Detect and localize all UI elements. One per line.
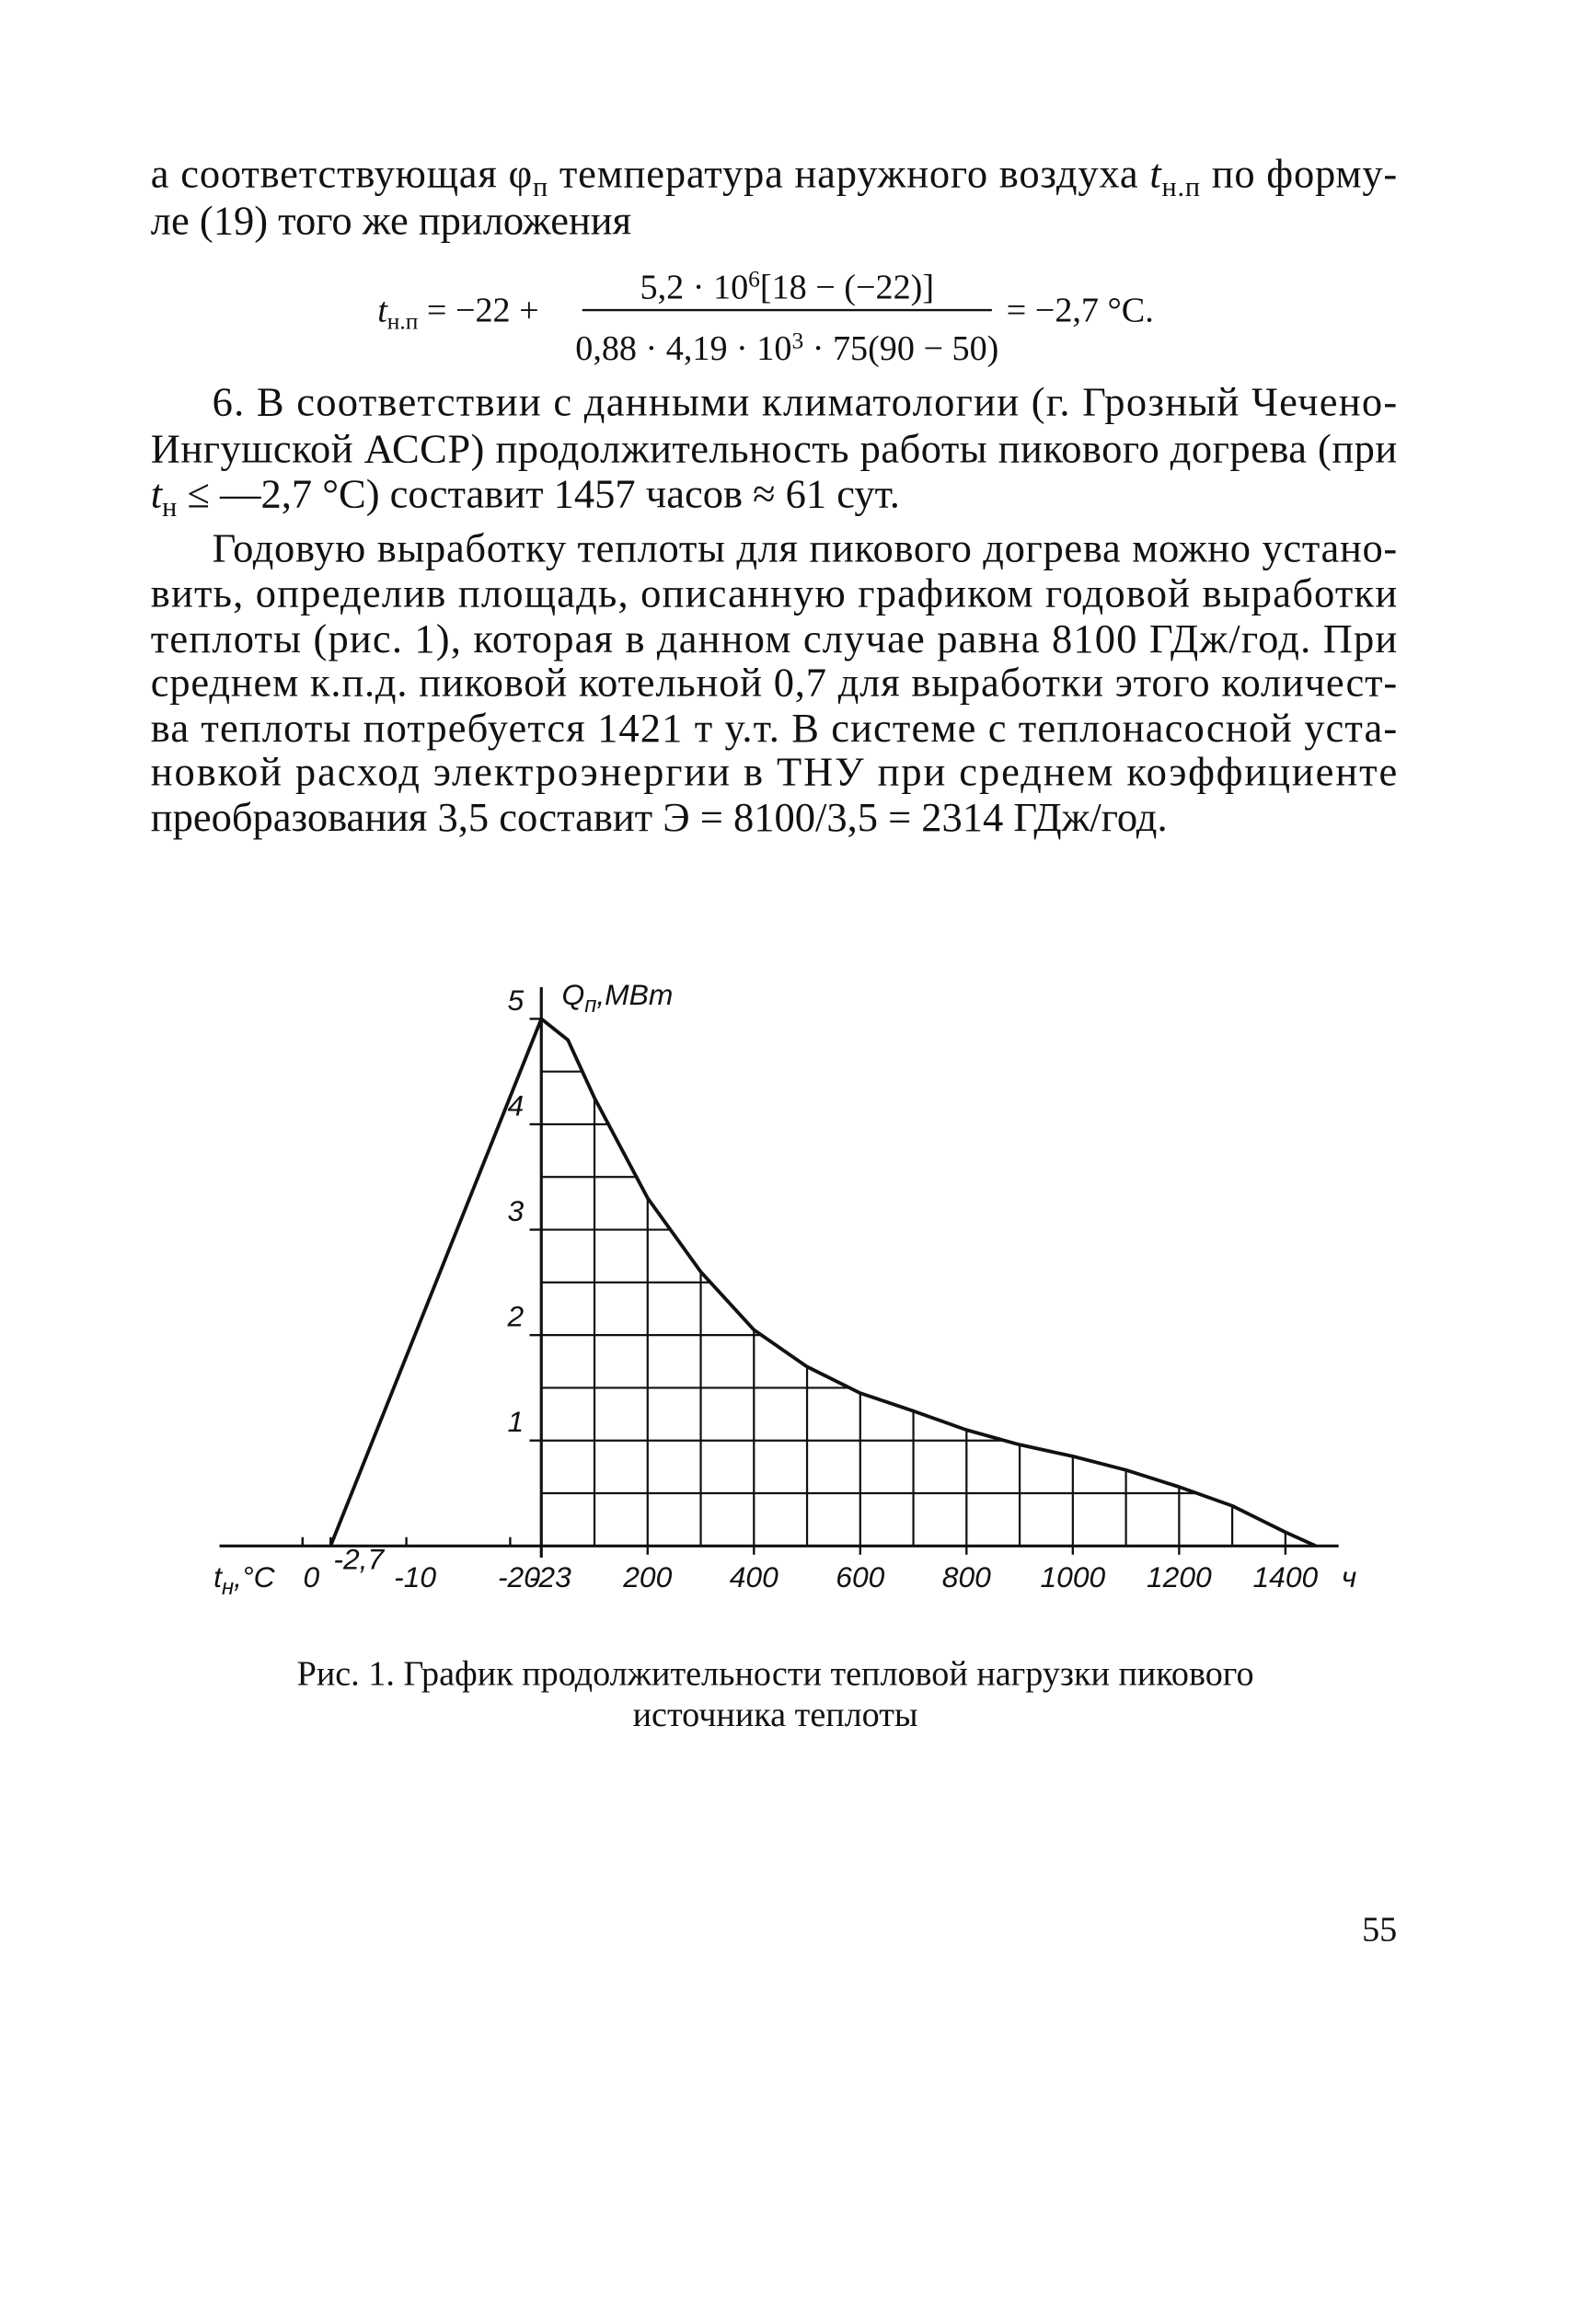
label-part: н — [222, 1575, 234, 1600]
x-tick-label: 1000 — [1040, 1560, 1105, 1593]
label-part: п — [584, 993, 596, 1018]
subscript: п — [533, 171, 548, 202]
label-part: t — [213, 1560, 223, 1593]
formula-denominator: 0,88 · 4,19 · 103 · 75(90 − 50) — [575, 327, 998, 368]
text-line: вить, определив площадь, описанную графи… — [151, 570, 1397, 616]
x2-tick-label: -2,7 — [333, 1543, 385, 1576]
subscript: н.п — [1162, 171, 1200, 202]
subscript: н — [162, 491, 177, 523]
variable: t — [1149, 150, 1162, 196]
x2-tick-label: -20 — [498, 1560, 540, 1593]
text-line: 6. В соответствии с данными климатологии… — [213, 378, 1398, 424]
x-tick-label: 1200 — [1147, 1560, 1212, 1593]
text-line: среднем к.п.д. пиковой котельной 0,7 для… — [151, 660, 1397, 706]
x-tick-label: 800 — [942, 1560, 991, 1593]
text-line: теплоты (рис. 1), которая в данном случа… — [151, 616, 1397, 662]
superscript: 6 — [748, 266, 760, 293]
text: а соответствующая φ — [151, 150, 532, 196]
curve — [329, 1018, 544, 1547]
x2-tick-label: -23 — [529, 1560, 571, 1593]
variable: t — [151, 471, 164, 517]
x-axis-unit: ч — [1342, 1560, 1356, 1593]
formula-rhs: = −2,7 °C. — [1007, 292, 1154, 330]
text: 5,2 · 10 — [640, 268, 749, 306]
y-tick-label: 5 — [507, 984, 524, 1017]
text-line: tн ≤ —2,7 °C) составит 1457 часов ≈ 61 с… — [151, 471, 900, 523]
caption-line: источника теплоты — [633, 1696, 918, 1734]
y-tick-label: 2 — [506, 1300, 524, 1333]
y-tick-label: 3 — [507, 1194, 524, 1227]
text-line: а соответствующая φп температура наружно… — [151, 150, 1397, 202]
text: 6. В соответствии с данными климатологии… — [213, 378, 1398, 424]
formula-numerator: 5,2 · 106[18 − (−22)] — [640, 266, 935, 307]
caption-line: Рис. 1. График продолжительности теплово… — [297, 1654, 1254, 1693]
label-part: Q — [562, 978, 585, 1011]
text: = −22 + — [418, 292, 538, 330]
page-number: 55 — [1362, 1911, 1397, 1950]
text-line: Годовую выработку теплоты для пикового д… — [213, 524, 1398, 570]
y-axis-label: Qп,МВт — [562, 978, 674, 1018]
variable: t — [377, 292, 388, 330]
x-tick-label: 400 — [730, 1560, 778, 1593]
label-part: ,МВт — [596, 978, 673, 1011]
x2-tick-label: -10 — [394, 1560, 436, 1593]
curve — [540, 1017, 1317, 1548]
y-tick-label: 1 — [507, 1405, 524, 1438]
text-line: новкой расход электроэнергии в ТНУ при с… — [151, 749, 1397, 795]
text: ле (19) того же приложения — [151, 197, 631, 243]
text: · 75(90 − 50) — [803, 329, 998, 368]
x2-axis-label: tн,°C — [213, 1560, 276, 1600]
text-line: Ингушской АССР) продолжительность работы… — [151, 425, 1397, 471]
x2-tick-label: 0 — [303, 1560, 319, 1593]
text-line: ле (19) того же приложения — [151, 197, 631, 243]
x-tick-label: 1400 — [1253, 1560, 1319, 1593]
superscript: 3 — [791, 327, 803, 353]
subscript: н.п — [387, 308, 419, 335]
formula-lhs: tн.п = −22 + — [377, 292, 538, 335]
text: по форму- — [1201, 150, 1397, 196]
text: [18 − (−22)] — [760, 268, 934, 306]
label-part: ,°C — [234, 1560, 276, 1593]
text: Ингушской АССР) продолжительность работы… — [151, 425, 1397, 471]
text-line: ва теплоты потребуется 1421 т у.т. В сис… — [151, 705, 1397, 751]
x-tick-label: 600 — [836, 1560, 884, 1593]
x-tick-label: 200 — [622, 1560, 672, 1593]
text: температура наружного воздуха — [548, 150, 1149, 196]
text-line: преобразования 3,5 составит Э = 8100/3,5… — [151, 794, 1168, 840]
text: 0,88 · 4,19 · 10 — [575, 329, 791, 368]
text: ≤ —2,7 °C) составит 1457 часов ≈ 61 сут. — [177, 471, 900, 517]
